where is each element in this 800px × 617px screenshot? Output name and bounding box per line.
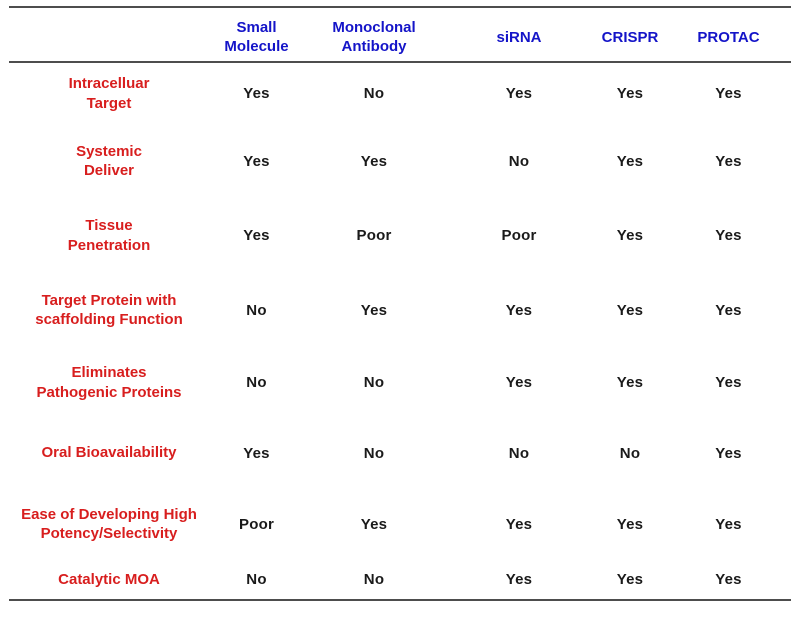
cell-value: Yes: [616, 374, 644, 391]
cell-value: No: [363, 444, 385, 462]
column-header: Monoclonal Antibody: [304, 7, 444, 63]
header-row: Small Molecule Monoclonal Antibody siRNA CR…: [9, 7, 791, 63]
table-row: Oral Bioavailability Yes No No No Yes: [9, 418, 791, 488]
cell-value: No: [619, 444, 641, 462]
row-label: Target Protein with scaffolding Function: [35, 291, 183, 329]
cell-value: Yes: [360, 152, 388, 170]
cell-value: Yes: [360, 301, 388, 319]
table-row: Catalytic MOA No No Yes Yes Yes: [9, 560, 791, 600]
cell-value: No: [246, 301, 267, 319]
cell-value: Yes: [505, 85, 533, 102]
cell-value: No: [363, 374, 385, 391]
cell-value: No: [246, 374, 267, 391]
cell-value: Yes: [715, 152, 742, 170]
cell-value: Yes: [505, 571, 533, 588]
table-row: Systemic Deliver Yes Yes No Yes Yes: [9, 124, 791, 198]
cell-value: Poor: [239, 515, 274, 533]
cell-value: Yes: [360, 515, 388, 533]
cell-value: No: [363, 85, 385, 102]
cell-value: Yes: [243, 85, 270, 102]
cell-value: Poor: [356, 227, 392, 244]
cell-value: Yes: [715, 515, 742, 533]
corner-cell: [9, 7, 209, 63]
cell-value: Yes: [616, 301, 644, 319]
comparison-table: Small Molecule Monoclonal Antibody siRNA CR…: [9, 6, 791, 601]
cell-value: Yes: [616, 515, 644, 533]
cell-value: Yes: [715, 301, 742, 319]
cell-value: No: [363, 571, 385, 588]
table-row: Eliminates Pathogenic Proteins No No Yes Yes…: [9, 347, 791, 418]
cell-value: Poor: [501, 227, 537, 244]
cell-value: Yes: [715, 85, 742, 102]
cell-value: Yes: [505, 374, 533, 391]
table-row: Target Protein with scaffolding Function…: [9, 273, 791, 347]
cell-value: Yes: [243, 152, 270, 170]
table-row: Ease of Developing High Potency/Selectiv…: [9, 488, 791, 560]
column-header: PROTAC: [666, 7, 791, 63]
cell-value: No: [508, 152, 530, 170]
cell-value: Yes: [715, 444, 742, 462]
column-header: Small Molecule: [209, 7, 304, 63]
table-body: Intracelluar Target Yes No Yes Yes Yes Systemi…: [9, 62, 791, 600]
column-header: CRISPR: [594, 7, 666, 63]
row-label: Eliminates Pathogenic Proteins: [36, 364, 182, 401]
table-row: Tissue Penetration Yes Poor Poor Yes Yes: [9, 198, 791, 273]
cell-value: Yes: [505, 515, 533, 533]
cell-value: No: [508, 444, 530, 462]
row-label: Oral Bioavailability: [41, 444, 177, 462]
row-label: Tissue Penetration: [67, 217, 151, 254]
cell-value: Yes: [616, 571, 644, 588]
cell-value: Yes: [616, 85, 644, 102]
cell-value: Yes: [243, 227, 270, 244]
row-label: Ease of Developing High Potency/Selectiv…: [21, 505, 197, 543]
cell-value: Yes: [243, 444, 270, 462]
row-label: Intracelluar Target: [68, 75, 150, 112]
cell-value: Yes: [715, 374, 742, 391]
cell-value: Yes: [715, 571, 742, 588]
cell-value: Yes: [616, 227, 644, 244]
row-label: Catalytic MOA: [58, 570, 160, 588]
cell-value: Yes: [616, 152, 644, 170]
cell-value: Yes: [505, 301, 533, 319]
cell-value: No: [246, 571, 267, 588]
row-label: Systemic Deliver: [76, 142, 142, 180]
column-header: siRNA: [444, 7, 594, 63]
table-row: Intracelluar Target Yes No Yes Yes Yes: [9, 62, 791, 124]
cell-value: Yes: [715, 227, 742, 244]
